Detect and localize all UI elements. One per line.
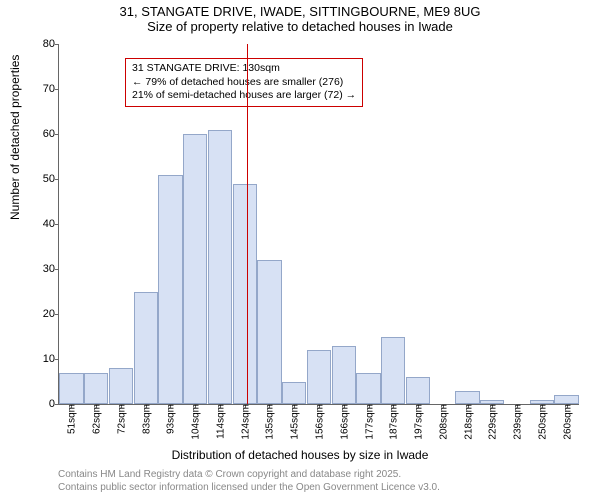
histogram-bar <box>84 373 108 405</box>
histogram-bar <box>307 350 331 404</box>
y-tick-mark <box>55 224 59 225</box>
annotation-box: 31 STANGATE DRIVE: 130sqm ← 79% of detac… <box>125 58 363 107</box>
x-tick-label: 156sqm <box>313 404 326 440</box>
x-tick-label: 218sqm <box>461 404 474 440</box>
annotation-line3: 21% of semi-detached houses are larger (… <box>132 89 356 103</box>
x-tick-label: 135sqm <box>263 404 276 440</box>
x-tick-label: 250sqm <box>535 404 548 440</box>
x-tick-label: 229sqm <box>486 404 499 440</box>
y-tick-mark <box>55 404 59 405</box>
y-tick-mark <box>55 314 59 315</box>
y-tick-mark <box>55 269 59 270</box>
histogram-bar <box>233 184 257 405</box>
x-tick-label: 93sqm <box>164 404 177 434</box>
y-tick-mark <box>55 359 59 360</box>
annotation-line2: ← 79% of detached houses are smaller (27… <box>132 76 356 90</box>
histogram-bar <box>332 346 356 405</box>
histogram-bar <box>381 337 405 405</box>
histogram-bar <box>257 260 281 404</box>
y-tick-mark <box>55 179 59 180</box>
x-tick-label: 177sqm <box>362 404 375 440</box>
x-tick-label: 72sqm <box>114 404 127 434</box>
x-tick-label: 83sqm <box>139 404 152 434</box>
histogram-bar <box>109 368 133 404</box>
histogram-bar <box>208 130 232 405</box>
chart-container: 31, STANGATE DRIVE, IWADE, SITTINGBOURNE… <box>0 0 600 500</box>
x-tick-label: 145sqm <box>288 404 301 440</box>
y-tick-mark <box>55 89 59 90</box>
histogram-bar <box>356 373 380 405</box>
x-tick-label: 260sqm <box>560 404 573 440</box>
plot-area: 31 STANGATE DRIVE: 130sqm ← 79% of detac… <box>58 44 579 405</box>
x-tick-label: 51sqm <box>65 404 78 434</box>
x-tick-label: 239sqm <box>511 404 524 440</box>
x-tick-label: 62sqm <box>90 404 103 434</box>
histogram-bar <box>455 391 479 405</box>
x-tick-label: 208sqm <box>436 404 449 440</box>
histogram-bar <box>59 373 83 405</box>
y-axis-label: Number of detached properties <box>8 55 22 220</box>
x-tick-label: 166sqm <box>337 404 350 440</box>
title-subtitle: Size of property relative to detached ho… <box>0 19 600 34</box>
reference-line <box>247 44 248 404</box>
histogram-bar <box>183 134 207 404</box>
histogram-bar <box>158 175 182 405</box>
y-tick-mark <box>55 134 59 135</box>
x-tick-label: 104sqm <box>189 404 202 440</box>
annotation-line1: 31 STANGATE DRIVE: 130sqm <box>132 62 356 76</box>
credits: Contains HM Land Registry data © Crown c… <box>58 468 440 494</box>
y-tick-mark <box>55 44 59 45</box>
x-axis-label: Distribution of detached houses by size … <box>0 448 600 462</box>
credits-line1: Contains HM Land Registry data © Crown c… <box>58 468 440 481</box>
x-tick-label: 197sqm <box>412 404 425 440</box>
x-tick-label: 187sqm <box>387 404 400 440</box>
credits-line2: Contains public sector information licen… <box>58 481 440 494</box>
histogram-bar <box>134 292 158 405</box>
histogram-bar <box>554 395 578 404</box>
histogram-bar <box>406 377 430 404</box>
x-tick-label: 124sqm <box>238 404 251 440</box>
title-address: 31, STANGATE DRIVE, IWADE, SITTINGBOURNE… <box>0 0 600 19</box>
histogram-bar <box>282 382 306 405</box>
x-tick-label: 114sqm <box>213 404 226 439</box>
